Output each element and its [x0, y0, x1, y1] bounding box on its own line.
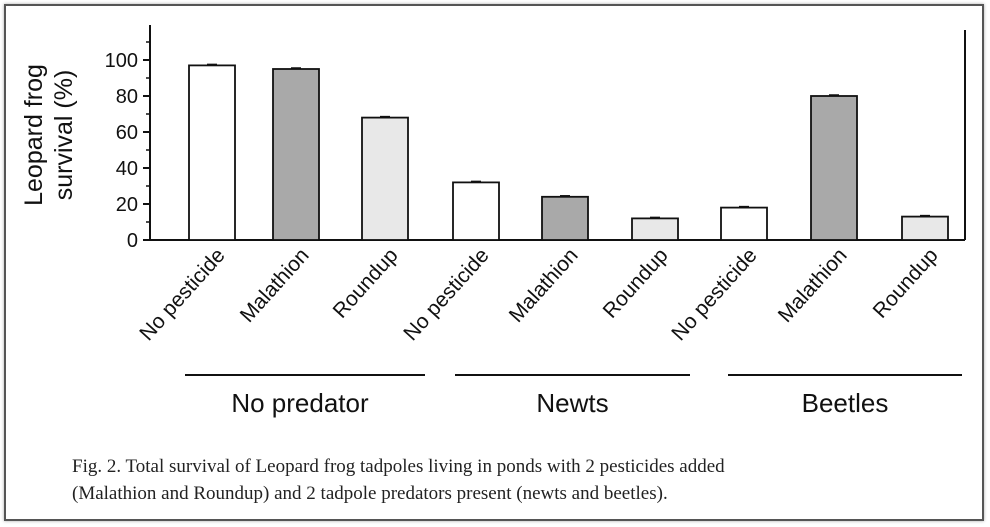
y-tick-label: 80: [116, 86, 138, 108]
bar: [188, 64, 236, 241]
bar: [720, 206, 768, 241]
x-tick-label: Malathion: [505, 244, 583, 327]
bar-chart: Leopard frog survival (%) 0 20 40 60 80 100 No…: [20, 25, 966, 418]
bar: [631, 217, 679, 241]
bar: [272, 68, 320, 241]
bar: [810, 95, 858, 241]
y-tick-label: 60: [116, 122, 138, 144]
y-tick-label: 20: [116, 194, 138, 216]
bar: [452, 181, 500, 241]
y-axis-label-line2: survival (%): [50, 70, 78, 201]
y-tick-label: 100: [105, 50, 138, 72]
caption-line-1: Fig. 2. Total survival of Leopard frog t…: [72, 456, 725, 477]
figure-frame: [4, 4, 984, 521]
x-tick-label: Malathion: [774, 244, 852, 327]
group-label: Newts: [536, 388, 608, 418]
caption-line-2: (Malathion and Roundup) and 2 tadpole pr…: [72, 483, 668, 504]
y-tick-label: 40: [116, 158, 138, 180]
bar: [901, 215, 949, 241]
bar: [361, 116, 409, 241]
x-tick-label: No pesticide: [135, 244, 229, 345]
bar: [541, 195, 589, 241]
group-label: No predator: [231, 388, 369, 418]
x-tick-label: No pesticide: [399, 244, 493, 345]
x-tick-label: Roundup: [869, 244, 943, 323]
figure-caption: Fig. 2. Total survival of Leopard frog t…: [72, 453, 952, 507]
group-label: Beetles: [802, 388, 889, 418]
y-axis-label-line1: Leopard frog: [20, 64, 48, 206]
x-tick-label: Roundup: [329, 244, 403, 323]
x-tick-label: Roundup: [599, 244, 673, 323]
y-tick-label: 0: [127, 230, 138, 252]
x-tick-label: No pesticide: [667, 244, 761, 345]
x-tick-label: Malathion: [236, 244, 314, 327]
y-axis-label: Leopard frog survival (%): [20, 64, 78, 206]
